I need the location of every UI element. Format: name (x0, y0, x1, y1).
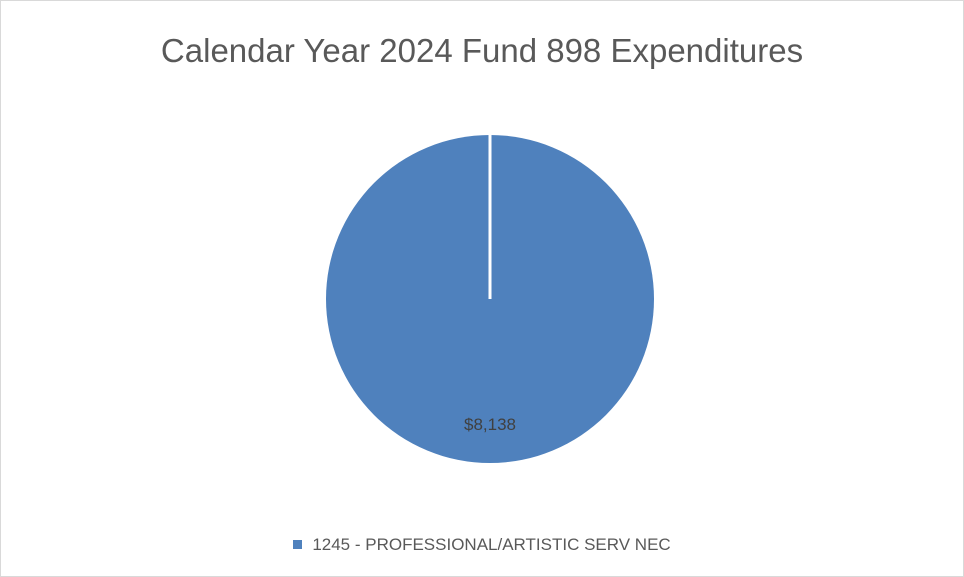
slice-data-label: $8,138 (464, 415, 516, 434)
legend: 1245 - PROFESSIONAL/ARTISTIC SERV NEC (1, 533, 963, 556)
chart-title: Calendar Year 2024 Fund 898 Expenditures (160, 32, 804, 69)
legend-label: 1245 - PROFESSIONAL/ARTISTIC SERV NEC (312, 534, 671, 554)
legend-swatch-icon (293, 540, 303, 549)
legend-item: 1245 - PROFESSIONAL/ARTISTIC SERV NEC (293, 534, 671, 556)
pie-slices (326, 135, 654, 463)
